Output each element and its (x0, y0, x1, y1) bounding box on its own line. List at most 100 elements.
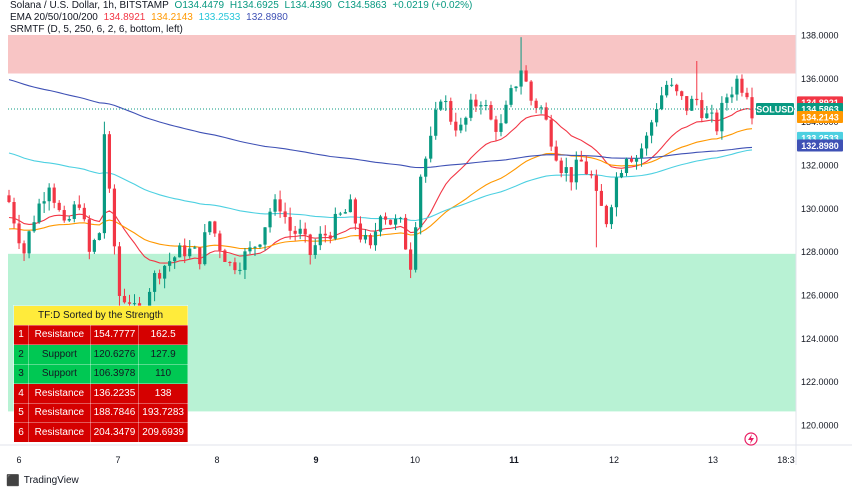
candle-body (454, 121, 458, 131)
change-value: +0.0219 (+0.02%) (392, 0, 473, 11)
candle-body (564, 167, 568, 174)
candle-body (589, 174, 593, 176)
row-high: 138 (138, 383, 188, 404)
candle-body (594, 175, 598, 191)
row-high: 193.7283 (138, 402, 188, 423)
candle-body (499, 123, 503, 132)
last-price-label: 134.5863 (801, 104, 839, 114)
ema100-line (8, 149, 753, 222)
candle-body (484, 105, 488, 107)
candle-body (253, 246, 257, 248)
candle-body (644, 135, 649, 149)
srmtf-label: SRMTF (D, 5, 250, 6, 2, 6, bottom, left) (10, 24, 183, 35)
candle-body (288, 217, 292, 231)
candle-body (353, 199, 357, 224)
candle-body (178, 245, 182, 258)
candle-body (554, 146, 558, 161)
candle-body (117, 246, 122, 296)
y-tick-label: 124.0000 (801, 334, 839, 344)
candle-body (424, 158, 428, 177)
candle-body (363, 235, 368, 240)
candle-body (7, 195, 11, 203)
table-row: 4 Resistance 136.2235 138 (12, 383, 188, 404)
candle-body (695, 98, 699, 101)
candle-body (198, 247, 202, 265)
candle-body (132, 303, 137, 305)
ema50-price-label-bg (797, 111, 843, 124)
candle-body (82, 207, 86, 220)
close-value: C134.5863 (337, 0, 387, 11)
x-tick-label: 12 (609, 455, 619, 465)
candle-body (213, 221, 217, 234)
row-high: 162.5 (138, 324, 188, 345)
table-row: 5 Resistance 188.7846 193.7283 (12, 402, 188, 423)
candle-body (102, 134, 106, 234)
ema20-line (8, 108, 753, 264)
candle-body (323, 233, 327, 236)
row-high: 127.9 (138, 344, 188, 365)
open-value: O134.4479 (174, 0, 225, 11)
candle-body (670, 84, 674, 86)
x-tick-label: 6 (16, 455, 21, 465)
table-row: 3 Support 106.3978 110 (12, 363, 188, 384)
candle-body (107, 134, 112, 189)
y-tick-label: 138.0000 (801, 31, 839, 41)
candle-body (539, 107, 543, 109)
candle-body (639, 148, 644, 159)
row-type: Resistance (28, 402, 91, 423)
symbol-price-label-bg (756, 102, 794, 115)
candle-body (358, 223, 363, 240)
y-tick-label: 122.0000 (801, 377, 839, 387)
candle-body (514, 86, 518, 89)
ema200-price-label-bg (797, 139, 843, 152)
x-tick-label: 11 (509, 455, 519, 465)
symbol-price-label: SOLUSD (756, 104, 794, 114)
candle-body (42, 201, 46, 204)
candle-body (378, 216, 383, 232)
y-tick-label: 126.0000 (801, 291, 839, 301)
candle-body (203, 232, 207, 265)
low-value: L134.4390 (284, 0, 332, 11)
ema200-price-label: 132.8980 (801, 141, 839, 151)
candle-body (614, 177, 619, 208)
support-resistance-table: TF:D Sorted by the Strength 1 Resistance 1… (12, 305, 188, 443)
candle-body (47, 187, 51, 202)
candle-body (519, 70, 523, 87)
candle-body (569, 167, 573, 183)
candle-body (258, 244, 262, 247)
flash-icon-bolt (748, 434, 754, 444)
candle-body (388, 219, 393, 225)
candle-body (665, 84, 669, 96)
ema-legend[interactable]: EMA 20/50/100/200 134.8921 134.2143 133.… (10, 12, 291, 24)
candle-body (293, 230, 297, 234)
row-type: Support (28, 363, 91, 384)
candle-body (398, 217, 403, 219)
tradingview-logo-icon: ⬛ (6, 475, 20, 487)
ema50-value: 134.2143 (151, 12, 193, 23)
row-number: 5 (12, 402, 30, 423)
ema200-value: 132.8980 (246, 12, 288, 23)
tradingview-logo[interactable]: ⬛ TradingView (6, 474, 79, 487)
candle-body (393, 218, 398, 225)
table-row: 2 Support 120.6276 127.9 (12, 344, 188, 365)
ema20-price-label: 134.8921 (801, 98, 839, 108)
row-number: 4 (12, 383, 30, 404)
candle-body (649, 122, 654, 136)
candle-body (479, 105, 483, 107)
y-tick-label: 120.0000 (801, 421, 839, 431)
y-tick-label: 130.0000 (801, 204, 839, 214)
table-row: 1 Resistance 154.7777 162.5 (12, 324, 188, 345)
candle-body (444, 101, 448, 103)
symbol-legend[interactable]: Solana / U.S. Dollar, 1h, BITSTAMP O134.… (10, 0, 475, 12)
candle-body (278, 199, 282, 212)
candle-body (740, 78, 744, 93)
ema100-value: 133.2533 (198, 12, 241, 23)
candle-body (273, 199, 277, 212)
x-tick-label: 13 (708, 455, 718, 465)
srmtf-legend[interactable]: SRMTF (D, 5, 250, 6, 2, 6, bottom, left) (10, 24, 186, 36)
candle-body (97, 233, 101, 241)
candle-body (705, 113, 709, 119)
candle-body (534, 100, 538, 109)
candle-body (549, 119, 553, 147)
